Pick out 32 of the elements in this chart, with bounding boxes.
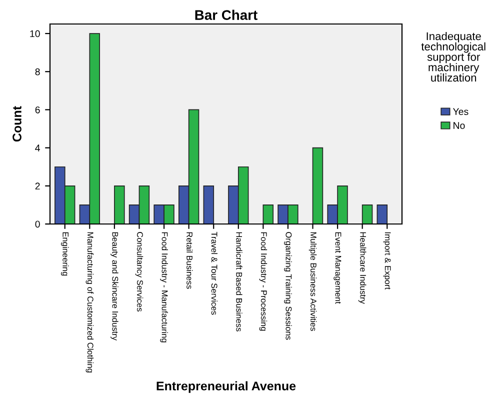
x-tick-label: Healthcare Industry xyxy=(358,232,366,304)
x-tick-label: Travel & Tour Services xyxy=(211,232,218,315)
x-tick-label: Engineering xyxy=(60,232,69,276)
y-tick-label: 4 xyxy=(35,144,40,152)
y-tick-label: 0 xyxy=(35,220,40,228)
x-tick-label: Multiple Business Activities xyxy=(308,232,317,331)
bar xyxy=(376,204,388,224)
legend-title: Inadequate technological support for machinery utilization xyxy=(421,32,486,82)
x-tick-label: Food Industry - Processing xyxy=(259,232,268,331)
legend-label: Yes xyxy=(452,108,468,116)
chart-title: Bar Chart xyxy=(195,10,258,20)
x-tick-label: Consultancy Services xyxy=(135,232,144,312)
y-tick-label: 8 xyxy=(35,68,40,76)
x-axis-title: Entrepreneurial Avenue xyxy=(156,381,296,393)
x-tick-label: Food Industry - Manufacturing xyxy=(160,232,168,342)
bar xyxy=(362,204,373,224)
x-tick-label: Event Management xyxy=(334,232,342,304)
bar xyxy=(262,204,274,224)
x-tick-label: Manufacturing of Customized Clothing xyxy=(86,232,94,372)
y-tick-label: 6 xyxy=(35,106,40,114)
x-tick-label: Import & Export xyxy=(383,232,391,290)
y-axis-title: Count xyxy=(12,106,22,142)
bar xyxy=(312,147,324,224)
y-tick-label: 10 xyxy=(30,30,40,38)
x-tick-label: Handicraft Based Business xyxy=(236,232,242,332)
legend-label: No xyxy=(454,122,465,129)
bar xyxy=(203,185,214,224)
x-tick-label: Retail Business xyxy=(186,232,193,289)
y-tick-label: 2 xyxy=(35,182,40,190)
x-tick-label: Beauty and Skincare Industry xyxy=(110,232,118,340)
bar xyxy=(114,185,125,224)
x-tick-label: Organizing Training Sessions xyxy=(284,232,292,340)
